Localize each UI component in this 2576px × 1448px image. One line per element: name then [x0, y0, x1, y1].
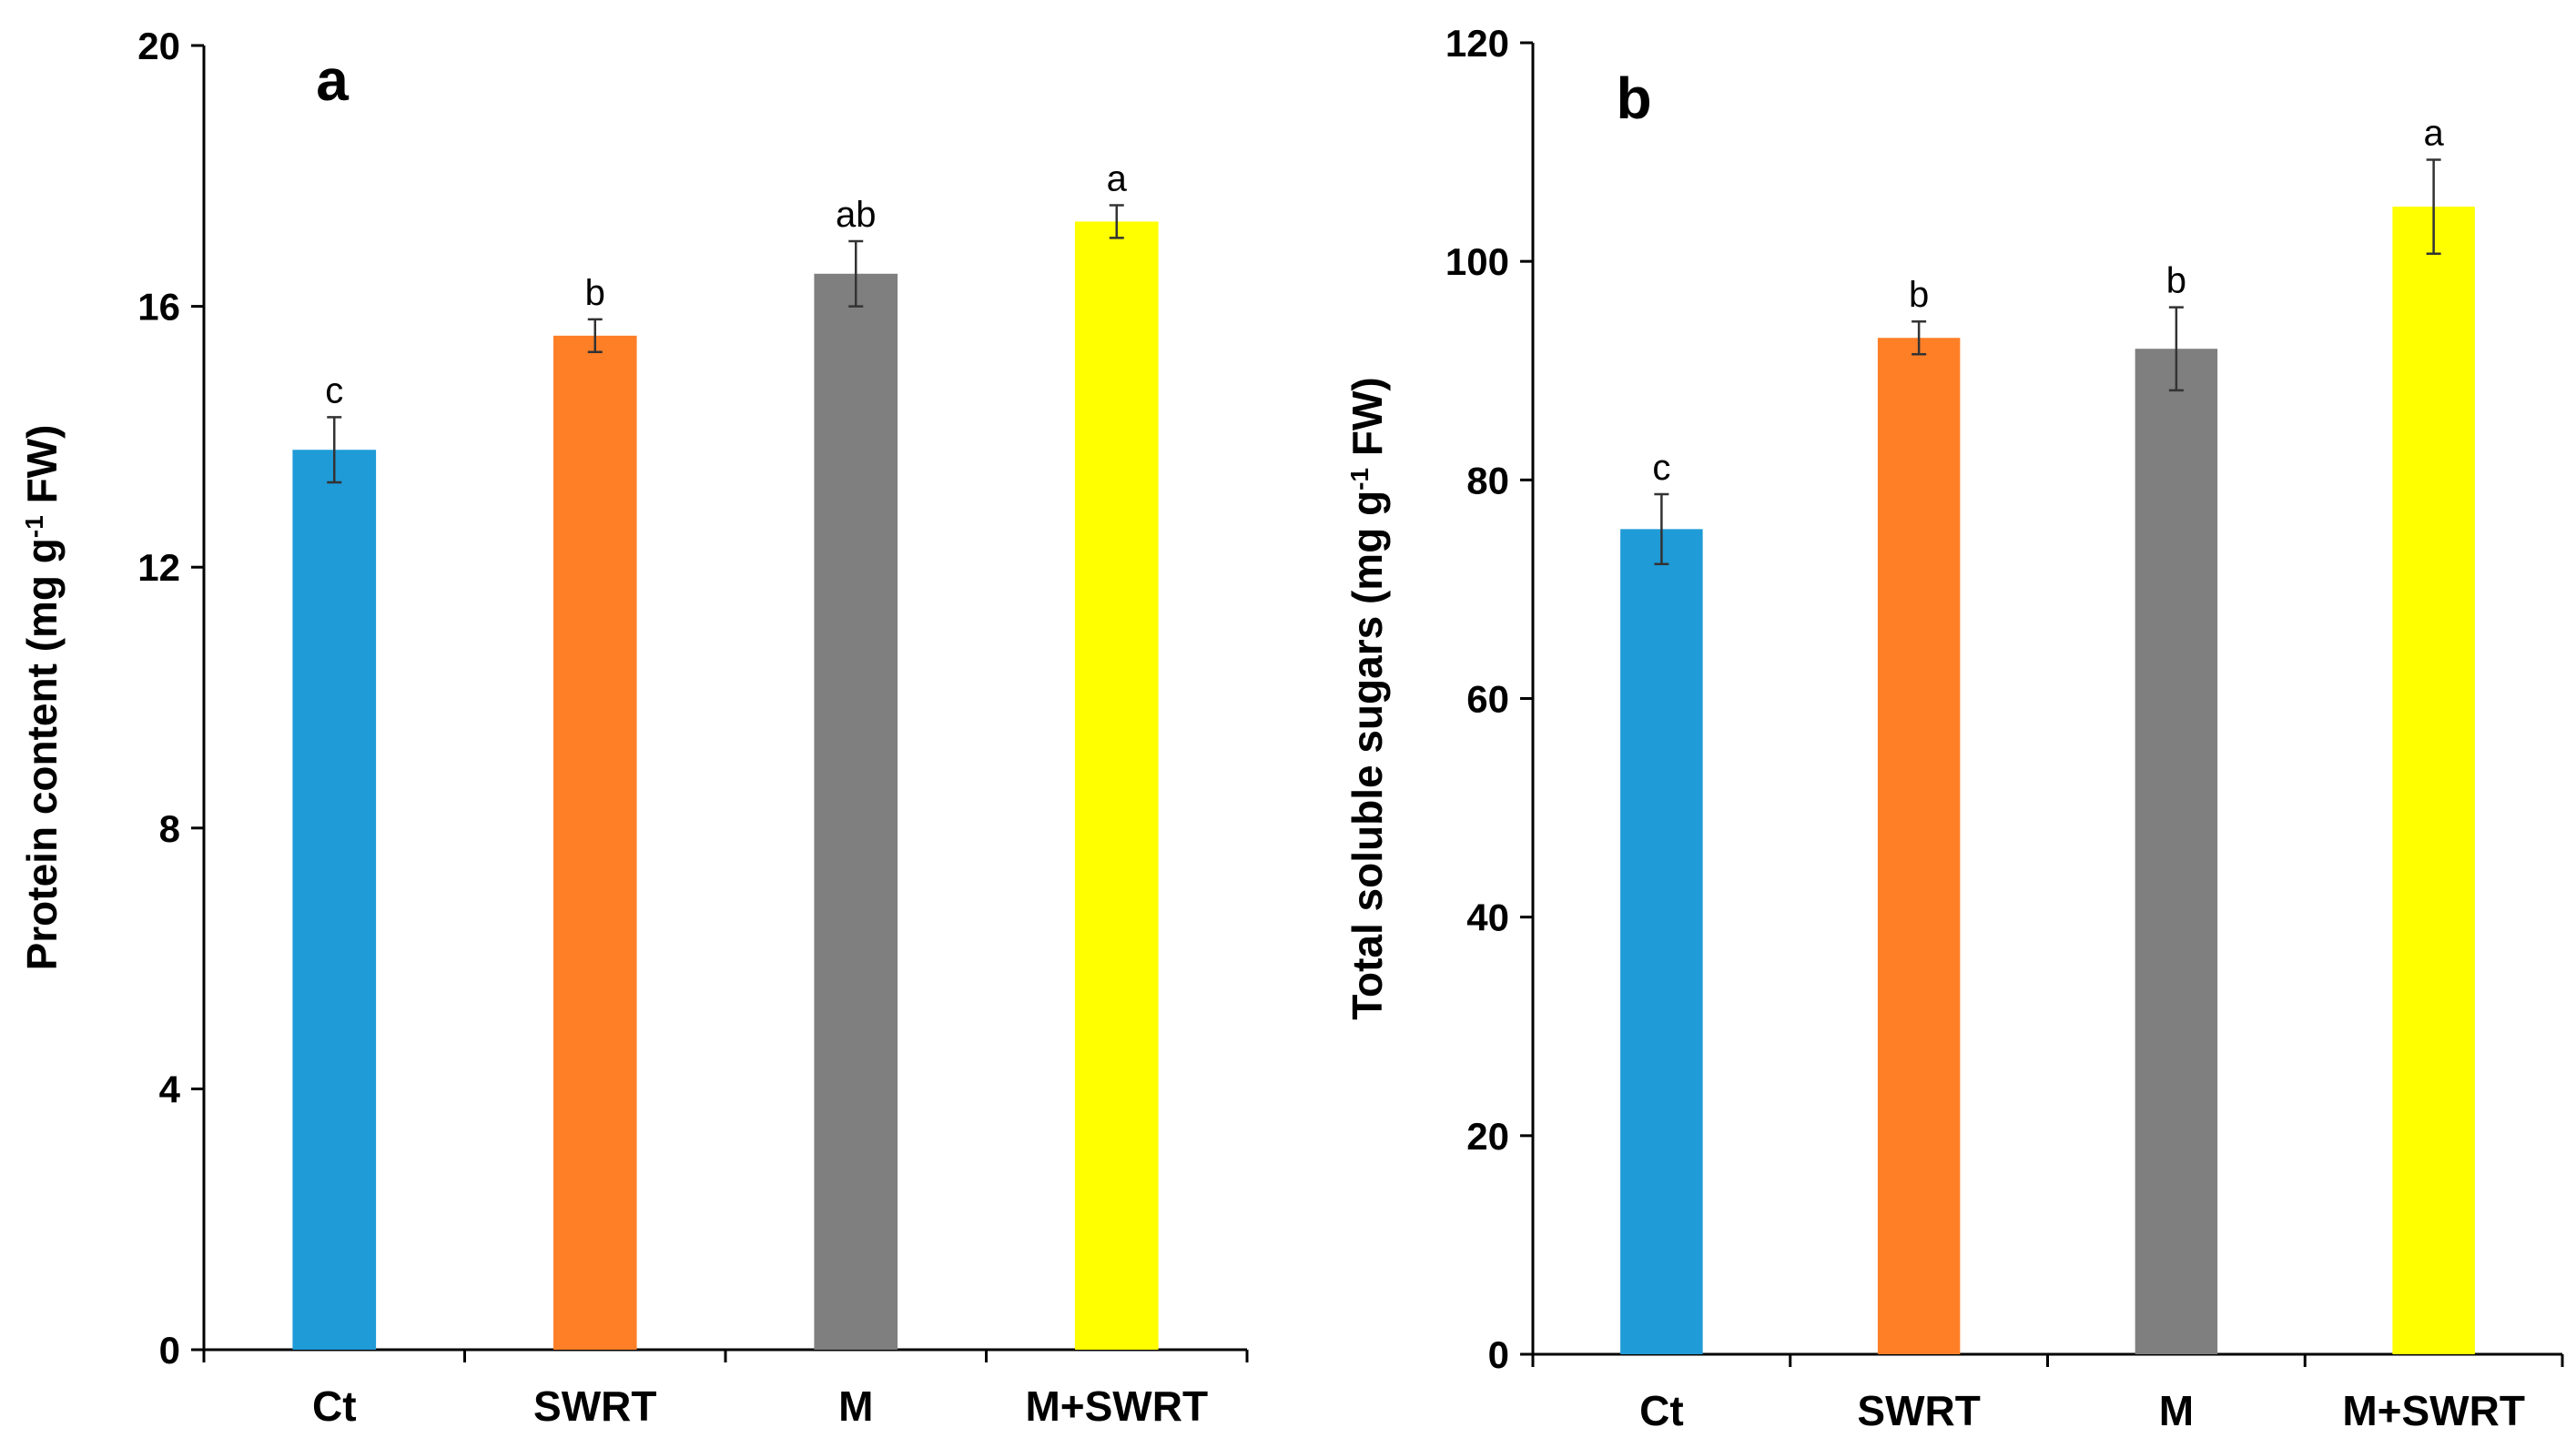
significance-label: a [1107, 159, 1128, 199]
significance-label: ab [836, 195, 877, 235]
bar-swrt [553, 335, 637, 1350]
bar-swrt [1877, 338, 1961, 1355]
y-tick-label: 20 [137, 25, 180, 67]
bar-m [2135, 349, 2218, 1354]
x-category-label: Ct [1639, 1387, 1684, 1434]
y-tick-label: 8 [159, 807, 180, 850]
significance-label: b [585, 273, 605, 313]
significance-label: b [1909, 275, 1929, 315]
x-category-label: Ct [312, 1382, 357, 1430]
panel-label: b [1616, 66, 1651, 131]
y-tick-label: 100 [1445, 240, 1509, 283]
x-category-label: M+SWRT [1025, 1382, 1208, 1430]
y-tick-label: 60 [1466, 678, 1509, 721]
x-category-label: SWRT [1857, 1387, 1980, 1434]
panel-b: 0 20 40 60 80 100 120 c Ct b SWRT b Ma M+SWRT Total so… [1344, 22, 2564, 1434]
significance-label: c [325, 370, 343, 410]
y-tick-label: 12 [137, 546, 180, 589]
bar-ct [292, 450, 377, 1351]
y-tick-label: 0 [1488, 1333, 1509, 1376]
bar-m-swrt [1074, 221, 1159, 1351]
y-axis-title: Total soluble sugars (mg g-1 FW) [1344, 377, 1391, 1019]
bar-m-swrt [2392, 207, 2475, 1354]
bar-m [814, 273, 898, 1350]
significance-label: c [1652, 448, 1670, 488]
significance-label: b [2166, 261, 2186, 301]
x-category-label: M+SWRT [2342, 1387, 2525, 1434]
panel-a: 0 4 8 12 16 20 c Ct b SWRT ab Ma M+SWRT Protein conte… [18, 25, 1249, 1430]
panel-label: a [316, 47, 349, 113]
y-tick-label: 40 [1466, 896, 1509, 939]
x-category-label: M [2159, 1387, 2194, 1434]
y-tick-label: 4 [159, 1068, 181, 1110]
y-axis-title: Protein content (mg g-1 FW) [18, 425, 66, 971]
bar-ct [1620, 529, 1703, 1354]
y-tick-label: 120 [1445, 22, 1509, 65]
x-category-label: SWRT [533, 1382, 656, 1430]
y-tick-label: 20 [1466, 1115, 1509, 1158]
x-category-label: M [838, 1382, 873, 1430]
y-tick-label: 80 [1466, 459, 1509, 501]
y-tick-label: 16 [137, 286, 180, 329]
y-tick-label: 0 [159, 1329, 180, 1372]
significance-label: a [2424, 113, 2445, 153]
